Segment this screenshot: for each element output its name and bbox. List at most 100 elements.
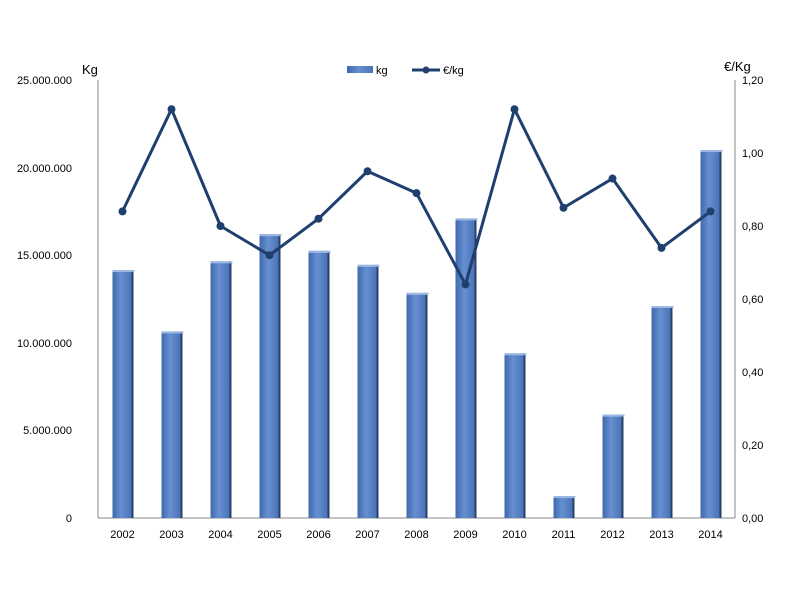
bar-body (259, 234, 279, 518)
bar-shadow (375, 264, 379, 518)
left-tick-label: 5.000.000 (23, 425, 72, 437)
right-tick-label: 0,80 (742, 221, 763, 233)
bar (602, 414, 625, 518)
legend-bar-swatch (347, 66, 373, 73)
bar-shadow (228, 261, 232, 518)
bar-top (161, 331, 184, 334)
right-tick-label: 1,20 (742, 75, 763, 87)
bar-top (504, 353, 527, 356)
bar-body (700, 150, 720, 518)
line-series (118, 105, 715, 289)
left-tick-label: 0 (66, 513, 72, 525)
legend-line-marker (422, 66, 430, 74)
bar-shadow (179, 331, 183, 518)
bar-top (357, 264, 380, 267)
bar-shadow (571, 496, 575, 518)
line-point (412, 189, 421, 198)
right-axis-title: €/Kg (724, 59, 751, 74)
right-tick-label: 0,20 (742, 440, 763, 452)
x-tick-label: 2004 (208, 529, 232, 541)
line-point (461, 280, 470, 289)
bar-top (308, 250, 331, 253)
bar-series (112, 150, 723, 518)
x-tick-label: 2009 (453, 529, 477, 541)
bar-shadow (130, 270, 134, 518)
right-tick-label: 0,00 (742, 513, 763, 525)
bar-body (406, 292, 426, 518)
bar-shadow (669, 306, 673, 518)
bar (210, 261, 233, 518)
bar (406, 292, 429, 518)
right-tick-label: 0,60 (742, 294, 763, 306)
bar-shadow (424, 292, 428, 518)
bar-top (259, 234, 282, 237)
bar-top (602, 414, 625, 417)
line-point (510, 105, 519, 114)
bar-body (210, 261, 230, 518)
x-tick-label: 2008 (404, 529, 428, 541)
bar (357, 264, 380, 518)
x-tick-label: 2003 (159, 529, 183, 541)
x-tick-label: 2014 (698, 529, 722, 541)
x-tick-label: 2006 (306, 529, 330, 541)
bar (455, 218, 478, 518)
left-tick-label: 10.000.000 (17, 338, 72, 350)
x-tick-label: 2012 (600, 529, 624, 541)
left-tick-labels: 0 5.000.000 10.000.000 15.000.000 20.000… (17, 75, 72, 525)
line-point (657, 243, 666, 252)
line-point (118, 207, 127, 216)
left-tick-label: 15.000.000 (17, 250, 72, 262)
bar-shadow (326, 250, 330, 518)
left-tick-label: 25.000.000 (17, 75, 72, 87)
bar-body (161, 331, 181, 518)
line-point (706, 207, 715, 216)
bar-body (112, 270, 132, 518)
bar-shadow (522, 353, 526, 518)
bar-shadow (718, 150, 722, 518)
x-tick-labels: 2002 2003 2004 2005 2006 2007 2008 2009 2010 2011… (110, 529, 722, 541)
line-point (216, 222, 225, 230)
bar (259, 234, 282, 518)
bar-body (308, 250, 328, 518)
bar-top (406, 292, 429, 295)
bar-top (112, 270, 135, 273)
line-point (559, 203, 568, 212)
line-point (608, 174, 617, 183)
left-tick-label: 20.000.000 (17, 163, 72, 175)
x-tick-label: 2011 (552, 529, 576, 541)
bar-shadow (620, 414, 624, 518)
bar-shadow (473, 218, 477, 518)
left-axis-title: Kg (82, 62, 98, 77)
x-tick-label: 2005 (257, 529, 281, 541)
bar-body (553, 496, 573, 518)
bar (308, 250, 331, 518)
line-point (265, 251, 274, 260)
right-tick-labels: 0,00 0,20 0,40 0,60 0,80 1,00 1,20 (742, 75, 763, 525)
x-tick-label: 2013 (649, 529, 673, 541)
x-tick-label: 2007 (355, 529, 379, 541)
bar-body (455, 218, 475, 518)
bar-top (651, 306, 674, 309)
legend-line-label: €/kg (443, 65, 464, 77)
legend-bar-label: kg (376, 65, 388, 77)
right-tick-label: 1,00 (742, 148, 763, 160)
bar (161, 331, 184, 518)
bar (112, 270, 135, 518)
line-point (314, 214, 323, 223)
bar-top (700, 150, 723, 153)
bar-body (504, 353, 524, 518)
bar-top (553, 496, 576, 499)
bar (700, 150, 723, 518)
bar-body (357, 264, 377, 518)
bar-shadow (277, 234, 281, 518)
bar (651, 306, 674, 518)
legend: kg €/kg (347, 65, 464, 77)
line-point (167, 105, 176, 114)
bar-top (455, 218, 478, 221)
right-tick-label: 0,40 (742, 367, 763, 379)
bar (553, 496, 576, 518)
x-tick-label: 2002 (110, 529, 134, 541)
bar-body (651, 306, 671, 518)
